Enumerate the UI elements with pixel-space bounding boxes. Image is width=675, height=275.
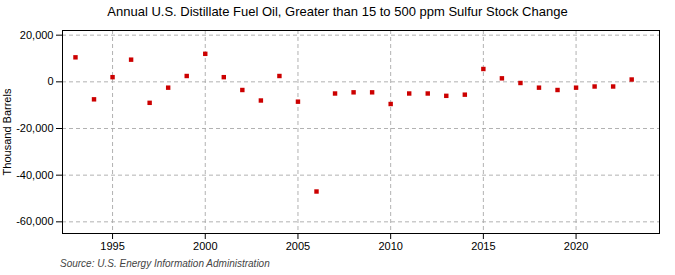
svg-text:Thousand Barrels: Thousand Barrels: [1, 88, 13, 175]
svg-text:20,000: 20,000: [20, 29, 54, 41]
svg-text:1995: 1995: [100, 240, 124, 252]
html-text:Source: U.S. Energy Informatio: Source: U.S. Energy Information Administ…: [60, 258, 270, 269]
svg-text:-20,000: -20,000: [16, 122, 53, 134]
html-text:Annual U.S. Distillate Fuel Oi: Annual U.S. Distillate Fuel Oil, Greater…: [107, 4, 568, 19]
svg-text:2020: 2020: [564, 240, 588, 252]
svg-text:2015: 2015: [471, 240, 495, 252]
svg-text:2000: 2000: [193, 240, 217, 252]
svg-text:-40,000: -40,000: [16, 169, 53, 181]
svg-text:-60,000: -60,000: [16, 215, 53, 227]
svg-text:2005: 2005: [286, 240, 310, 252]
svg-text:2010: 2010: [378, 240, 402, 252]
svg-text:0: 0: [47, 75, 53, 87]
